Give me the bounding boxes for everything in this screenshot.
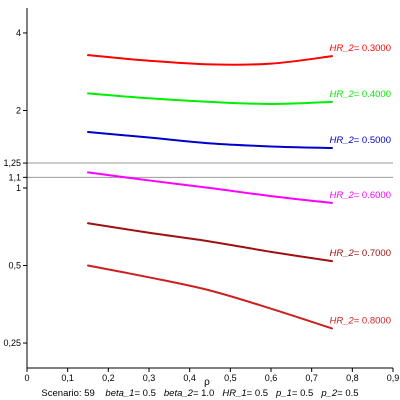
x-tick-label: 0,9 bbox=[387, 373, 400, 383]
y-tick-label: 0,25 bbox=[3, 338, 21, 348]
y-tick-label: 1,1 bbox=[8, 172, 21, 182]
series-label: HR_2= 0.3000 bbox=[329, 43, 391, 54]
footer-param-value: = 0.5 bbox=[247, 388, 268, 399]
x-tick-label: 0,1 bbox=[61, 373, 74, 383]
series-label: HR_2= 0.5000 bbox=[329, 135, 391, 146]
series-label: HR_2= 0.8000 bbox=[329, 315, 391, 326]
footer-scenario: Scenario: 59 bbox=[41, 388, 94, 399]
x-tick-label: 0 bbox=[24, 373, 29, 383]
series-line bbox=[87, 92, 333, 105]
series-line bbox=[87, 222, 333, 263]
x-tick-label: 0,4 bbox=[183, 373, 196, 383]
footer-param-value: = 0.5 bbox=[292, 388, 313, 399]
x-tick-label: 0,2 bbox=[102, 373, 115, 383]
footer-param-name: p_1 bbox=[275, 388, 292, 399]
series-label: HR_2= 0.4000 bbox=[329, 89, 391, 100]
x-axis-label: ρ bbox=[204, 377, 210, 388]
y-tick-label: 1,25 bbox=[3, 158, 21, 168]
x-tick-label: 0,5 bbox=[224, 373, 237, 383]
series-label: HR_2= 0.7000 bbox=[329, 248, 391, 259]
series-line bbox=[87, 171, 333, 204]
footer-param-name: p_2 bbox=[320, 388, 338, 399]
series-line bbox=[87, 54, 333, 66]
footer-param-name: HR_1 bbox=[222, 388, 246, 399]
x-tick-label: 0,7 bbox=[305, 373, 318, 383]
footer-param-value: = 0.5 bbox=[134, 388, 155, 399]
x-tick-label: 0,3 bbox=[143, 373, 156, 383]
footer-param-value: = 0.5 bbox=[337, 388, 358, 399]
x-tick-label: 0,6 bbox=[265, 373, 278, 383]
series-line bbox=[87, 264, 333, 330]
x-tick-label: 0,8 bbox=[346, 373, 359, 383]
axes: 0 0,1 0,2 0,3 0,4 0,5 0,6 0,7 0,8 0,9 0,25 0,5 11,1 1… bbox=[3, 8, 399, 383]
y-tick-label: 2 bbox=[16, 105, 21, 115]
series-layer bbox=[87, 54, 333, 330]
y-tick-label: 4 bbox=[16, 28, 21, 38]
y-tick-label: 0,5 bbox=[8, 261, 21, 271]
reference-lines bbox=[27, 162, 393, 178]
footer-param-value: = 1.0 bbox=[193, 388, 214, 399]
footer-param-name: beta_1 bbox=[105, 388, 134, 399]
y-tick-label: 1 bbox=[16, 183, 21, 193]
series-labels: HR_2= 0.3000 HR_2= 0.4000 HR_2= 0.5000 HR_2… bbox=[329, 43, 391, 326]
footer: Scenario: 59 beta_1= 0.5 beta_2= 1.0 HR_1=… bbox=[41, 388, 358, 399]
series-label: HR_2= 0.6000 bbox=[329, 190, 391, 201]
series-line bbox=[87, 130, 333, 149]
footer-param-name: beta_2 bbox=[164, 388, 194, 399]
